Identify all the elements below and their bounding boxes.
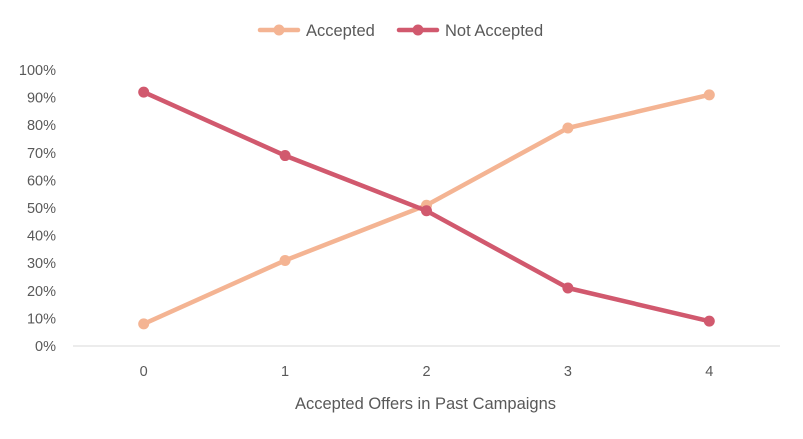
legend-item: Accepted	[257, 22, 375, 40]
y-tick-label: 0%	[35, 339, 56, 355]
x-tick-label: 3	[564, 364, 572, 380]
x-tick-label: 1	[281, 364, 289, 380]
y-tick-label: 80%	[27, 118, 56, 134]
data-point	[703, 315, 715, 327]
data-point	[703, 89, 715, 101]
y-tick-label: 90%	[27, 91, 56, 107]
y-tick-label: 20%	[27, 284, 56, 300]
data-point	[138, 318, 150, 330]
series-accepted	[138, 89, 715, 330]
data-point	[138, 86, 150, 98]
data-point	[562, 282, 574, 294]
y-tick-label: 30%	[27, 256, 56, 272]
data-point	[421, 205, 432, 217]
legend: Accepted Not Accepted	[257, 22, 543, 40]
x-tick-label: 0	[140, 364, 148, 380]
y-tick-label: 100%	[19, 63, 56, 79]
y-tick-label: 70%	[27, 146, 56, 162]
legend-item: Not Accepted	[396, 22, 543, 40]
x-tick-label: 2	[422, 364, 430, 380]
data-point	[279, 150, 291, 162]
legend-swatch-marker	[412, 24, 424, 36]
data-point	[279, 254, 291, 266]
data-point	[562, 122, 574, 134]
y-tick-label: 40%	[27, 229, 56, 245]
x-tick-label: 4	[705, 364, 713, 380]
y-tick-label: 60%	[27, 173, 56, 189]
y-tick-label: 50%	[27, 201, 56, 217]
x-axis-title: Accepted Offers in Past Campaigns	[295, 395, 556, 413]
legend-swatch-marker	[273, 24, 285, 36]
series-not-accepted	[138, 86, 715, 327]
x-axis-ticks: 0 1 2 3 4	[140, 364, 714, 380]
y-tick-label: 10%	[27, 311, 56, 327]
series-group	[138, 86, 715, 330]
legend-label: Accepted	[306, 22, 375, 40]
y-axis-ticks: 0% 10% 20% 30% 40% 50% 60% 70% 80% 90% 100%	[19, 63, 56, 355]
legend-label: Not Accepted	[445, 22, 543, 40]
